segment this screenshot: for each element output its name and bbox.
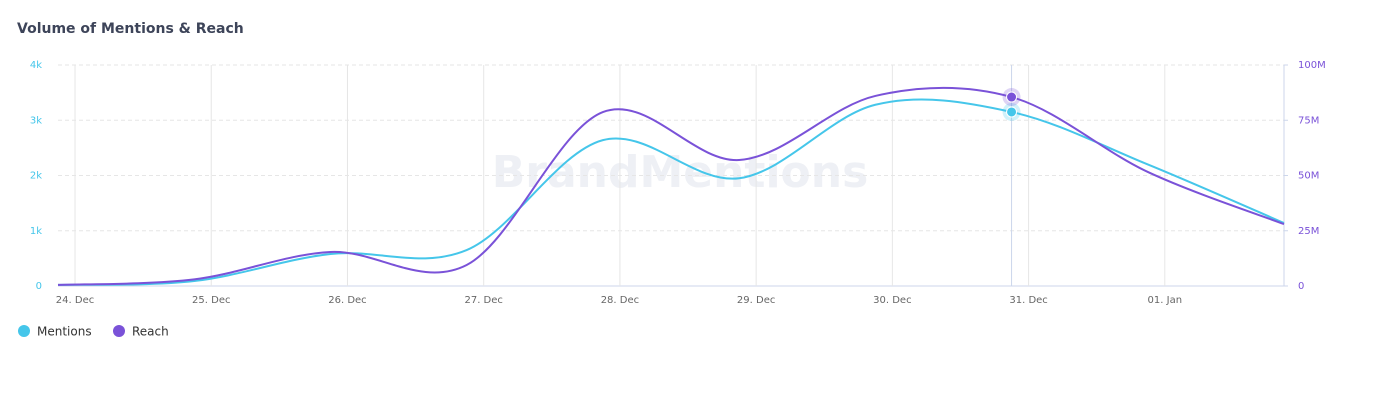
hover-point <box>1006 91 1018 103</box>
y-tick-label: 3k <box>30 115 42 126</box>
legend-label[interactable]: Reach <box>132 325 169 339</box>
y2-tick-label: 25M <box>1298 226 1319 237</box>
chart-title: Volume of Mentions & Reach <box>17 21 244 37</box>
legend-marker[interactable] <box>113 325 125 337</box>
y-tick-label: 0 <box>36 281 42 292</box>
watermark: BrandMentions <box>492 147 869 198</box>
x-tick-label: 01. Jan <box>1148 295 1183 306</box>
hover-point <box>1006 106 1018 118</box>
x-tick-label: 25. Dec <box>192 295 230 306</box>
x-tick-label: 29. Dec <box>737 295 775 306</box>
x-tick-label: 28. Dec <box>601 295 639 306</box>
legend-label[interactable]: Mentions <box>37 325 92 339</box>
x-tick-label: 24. Dec <box>56 295 94 306</box>
legend-marker[interactable] <box>18 325 30 337</box>
y2-tick-label: 50M <box>1298 171 1319 182</box>
x-tick-label: 31. Dec <box>1009 295 1047 306</box>
series-line <box>57 86 1285 286</box>
y-tick-label: 4k <box>30 60 42 71</box>
y2-tick-label: 75M <box>1298 115 1319 126</box>
x-tick-label: 26. Dec <box>328 295 366 306</box>
x-tick-label: 27. Dec <box>464 295 502 306</box>
x-tick-label: 30. Dec <box>873 295 911 306</box>
series-line <box>57 98 1285 286</box>
y-tick-label: 1k <box>30 226 42 237</box>
y2-tick-label: 100M <box>1298 60 1326 71</box>
y2-tick-label: 0 <box>1298 281 1304 292</box>
y-tick-label: 2k <box>30 171 42 182</box>
